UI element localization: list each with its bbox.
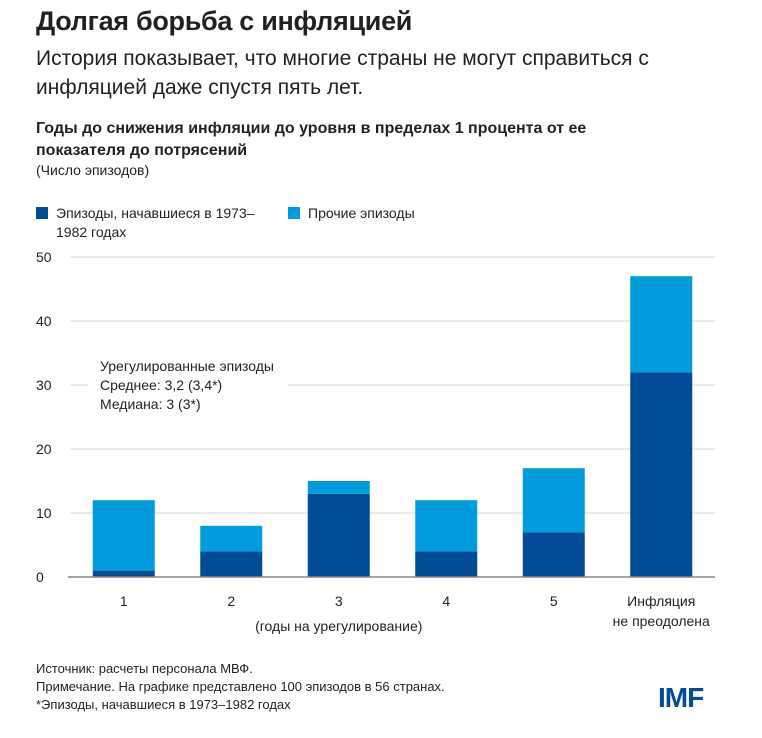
bar-segment-1973-1982 [200,551,263,577]
x-tick-label: 4 [442,593,450,609]
x-tick-label: не преодолена [613,613,710,629]
annotation-line: Медиана: 3 (3*) [100,396,201,412]
page-title: Долгая борьба с инфляцией [36,6,413,36]
annotation-line: Урегулированные эпизоды [100,358,274,374]
stacked-bar-chart: 0 10 20 30 40 50 1 2 3 4 5 Инфляция не преодолена (го… [36,249,715,634]
chart-title: Годы до снижения инфляции до уровня в пр… [36,120,587,159]
asterisk-note: *Эпизоды, начавшиеся в 1973–1982 годах [36,697,291,712]
source-note: Источник: расчеты персонала МВФ. [36,661,253,676]
page-subtitle: История показывает, что многие страны не… [36,47,649,99]
y-tick-label: 10 [36,505,52,521]
y-tick-label: 30 [36,377,52,393]
y-axis-label: (Число эпизодов) [36,162,150,178]
bar-segment-other [415,500,478,552]
legend-swatch-light [288,207,300,219]
bar-segment-other [522,468,585,533]
y-tick-label: 0 [36,569,44,585]
legend-label: Эпизоды, начавшиеся в 1973–1982 годах [56,205,255,240]
annotation-line: Среднее: 3,2 (3,4*) [100,377,222,393]
x-tick-label: 5 [550,593,558,609]
legend-swatch-dark [36,207,48,219]
bar-segment-other [307,481,370,494]
x-tick-label: Инфляция [627,593,695,609]
annotation-background [88,352,288,422]
x-axis-label: (годы на урегулирование) [255,618,422,634]
legend-item-1973-1982: Эпизоды, начавшиеся в 1973–1982 годах [36,204,256,242]
x-tick-label: 3 [335,593,343,609]
x-tick-label: 1 [120,593,128,609]
x-tick-label: 2 [227,593,235,609]
note: Примечание. На графике представлено 100 … [36,679,445,694]
bar-segment-other [630,276,693,373]
bar-segment-1973-1982 [630,372,693,577]
y-tick-label: 20 [36,441,52,457]
bar-segment-1973-1982 [307,493,370,577]
bar-segment-1973-1982 [522,532,585,577]
legend-label: Прочие эпизоды [308,205,415,221]
y-tick-label: 40 [36,313,52,329]
legend-item-other: Прочие эпизоды [288,204,415,223]
y-tick-label: 50 [36,249,52,265]
imf-logo: IMF [658,682,704,713]
footnotes: Источник: расчеты персонала МВФ. Примеча… [36,660,445,714]
bar-segment-1973-1982 [415,551,478,577]
bar-segment-other [92,500,155,571]
bar-segment-other [200,525,263,552]
bar-segment-1973-1982 [92,570,155,577]
